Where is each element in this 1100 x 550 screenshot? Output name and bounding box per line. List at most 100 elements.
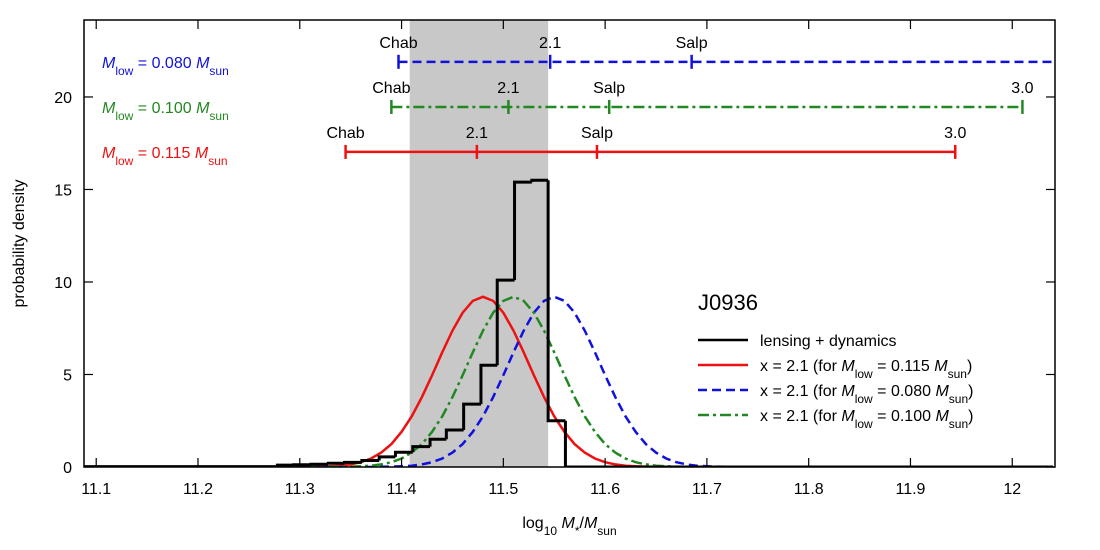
label-part: M (934, 358, 948, 375)
rich-label: x = 2.1 (for Mlow = 0.100 Msun) (760, 408, 973, 431)
imf-tick-label: Chab (379, 35, 417, 52)
shaded-region (409, 20, 549, 467)
x-tick-label: 11.7 (692, 481, 722, 498)
label-part: M (102, 145, 116, 162)
rich-label: lensing + dynamics (760, 333, 897, 350)
x-tick-label: 11.6 (590, 481, 620, 498)
y-tick-label: 15 (54, 182, 72, 199)
label-part: ) (967, 358, 972, 375)
rich-label: x = 2.1 (for Mlow = 0.080 Msun) (760, 383, 973, 406)
histogram-bin (343, 460, 362, 464)
label-part: sun (597, 524, 616, 538)
label-part: = 0.100 (133, 100, 196, 117)
label-part: M (935, 408, 949, 425)
label-part: M (195, 145, 209, 162)
label-part: = 0.115 (133, 145, 195, 162)
histogram-bin (428, 437, 447, 447)
x-tick-label: 12 (1003, 481, 1021, 498)
rich-label: Mlow = 0.115 Msun (102, 145, 228, 168)
label-part: sun (209, 109, 228, 123)
x-tick-label: 11.1 (81, 481, 111, 498)
label-part: low (115, 64, 133, 78)
imf-tick-label: Chab (372, 80, 410, 97)
label-part: M (102, 100, 116, 117)
imf-tick-label: 2.1 (466, 125, 488, 142)
label-part: low (855, 367, 873, 381)
histogram-bin (530, 178, 549, 183)
label-part: M (584, 515, 598, 532)
label-part: M (841, 358, 855, 375)
label-part: log (522, 515, 543, 532)
label-part: = 0.115 (873, 358, 935, 375)
x-tick-label: 11.4 (387, 481, 417, 498)
label-part: sun (948, 367, 967, 381)
histogram-bin (444, 428, 464, 440)
histogram-bin (309, 462, 329, 466)
curve (86, 295, 1053, 467)
label-part: 10 (544, 524, 558, 538)
curve (86, 295, 1053, 467)
imf-tick-label: Chab (326, 125, 364, 142)
label-part: * (575, 524, 580, 538)
imf-tick-label: 3.0 (1011, 80, 1033, 97)
y-tick-label: 0 (63, 460, 72, 477)
label-part: sun (209, 64, 228, 78)
rich-label: Mlow = 0.100 Msun (102, 100, 229, 123)
histogram-bin (326, 461, 345, 465)
label-part: M (935, 383, 949, 400)
histogram-bin (377, 455, 396, 461)
imf-tick-label: 2.1 (497, 80, 519, 97)
label-part: low (855, 417, 873, 431)
label-part: M (841, 383, 855, 400)
x-tick-label: 11.3 (285, 481, 315, 498)
histogram-bin (411, 445, 431, 453)
histogram-bin (462, 402, 481, 430)
y-tick-label: 20 (54, 90, 72, 107)
label-part: M (841, 408, 855, 425)
rich-label: log10 M*/Msun (522, 515, 616, 538)
label-part: M (562, 515, 576, 532)
x-tick-label: 11.8 (794, 481, 824, 498)
histogram-bin (563, 420, 1053, 467)
x-tick-label: 11.5 (488, 481, 518, 498)
label-part: x = 2.1 (for (760, 408, 841, 425)
label-part: low (855, 392, 873, 406)
label-part: ) (968, 383, 973, 400)
imf-tick-label: 2.1 (539, 35, 561, 52)
label-part: low (115, 109, 133, 123)
label-part: M (102, 55, 116, 72)
label-part: / (580, 515, 585, 532)
legend-title: J0936 (698, 290, 758, 315)
label-part: = 0.100 (873, 408, 936, 425)
imf-tick-label: Salp (593, 80, 625, 97)
y-tick-label: 5 (63, 367, 72, 384)
label-part: M (196, 55, 210, 72)
label-part: low (115, 154, 133, 168)
label-part: M (196, 100, 210, 117)
y-axis-label: probability density (11, 179, 28, 307)
label-part: = 0.080 (873, 383, 936, 400)
plot-frame (83, 19, 1056, 468)
x-tick-label: 11.9 (895, 481, 925, 498)
histogram-bin (546, 180, 566, 423)
label-part: sun (208, 154, 227, 168)
histogram-bin (360, 459, 380, 463)
label-part: = 0.080 (133, 55, 196, 72)
label-part: sun (949, 392, 968, 406)
histogram-bin (393, 450, 413, 457)
rich-label: Mlow = 0.080 Msun (102, 55, 229, 78)
rich-label: x = 2.1 (for Mlow = 0.115 Msun) (760, 358, 972, 381)
label-part: x = 2.1 (for (760, 358, 841, 375)
x-tick-label: 11.2 (183, 481, 213, 498)
histogram-bin (479, 363, 498, 405)
histogram-bin (513, 180, 532, 281)
imf-tick-label: 3.0 (944, 125, 966, 142)
imf-tick-label: Salp (581, 125, 613, 142)
histogram-bin (275, 463, 294, 467)
label-part: sun (949, 417, 968, 431)
curve (86, 295, 1053, 467)
label-part: ) (968, 408, 973, 425)
histogram-bin (495, 278, 515, 366)
y-tick-label: 10 (54, 275, 72, 292)
